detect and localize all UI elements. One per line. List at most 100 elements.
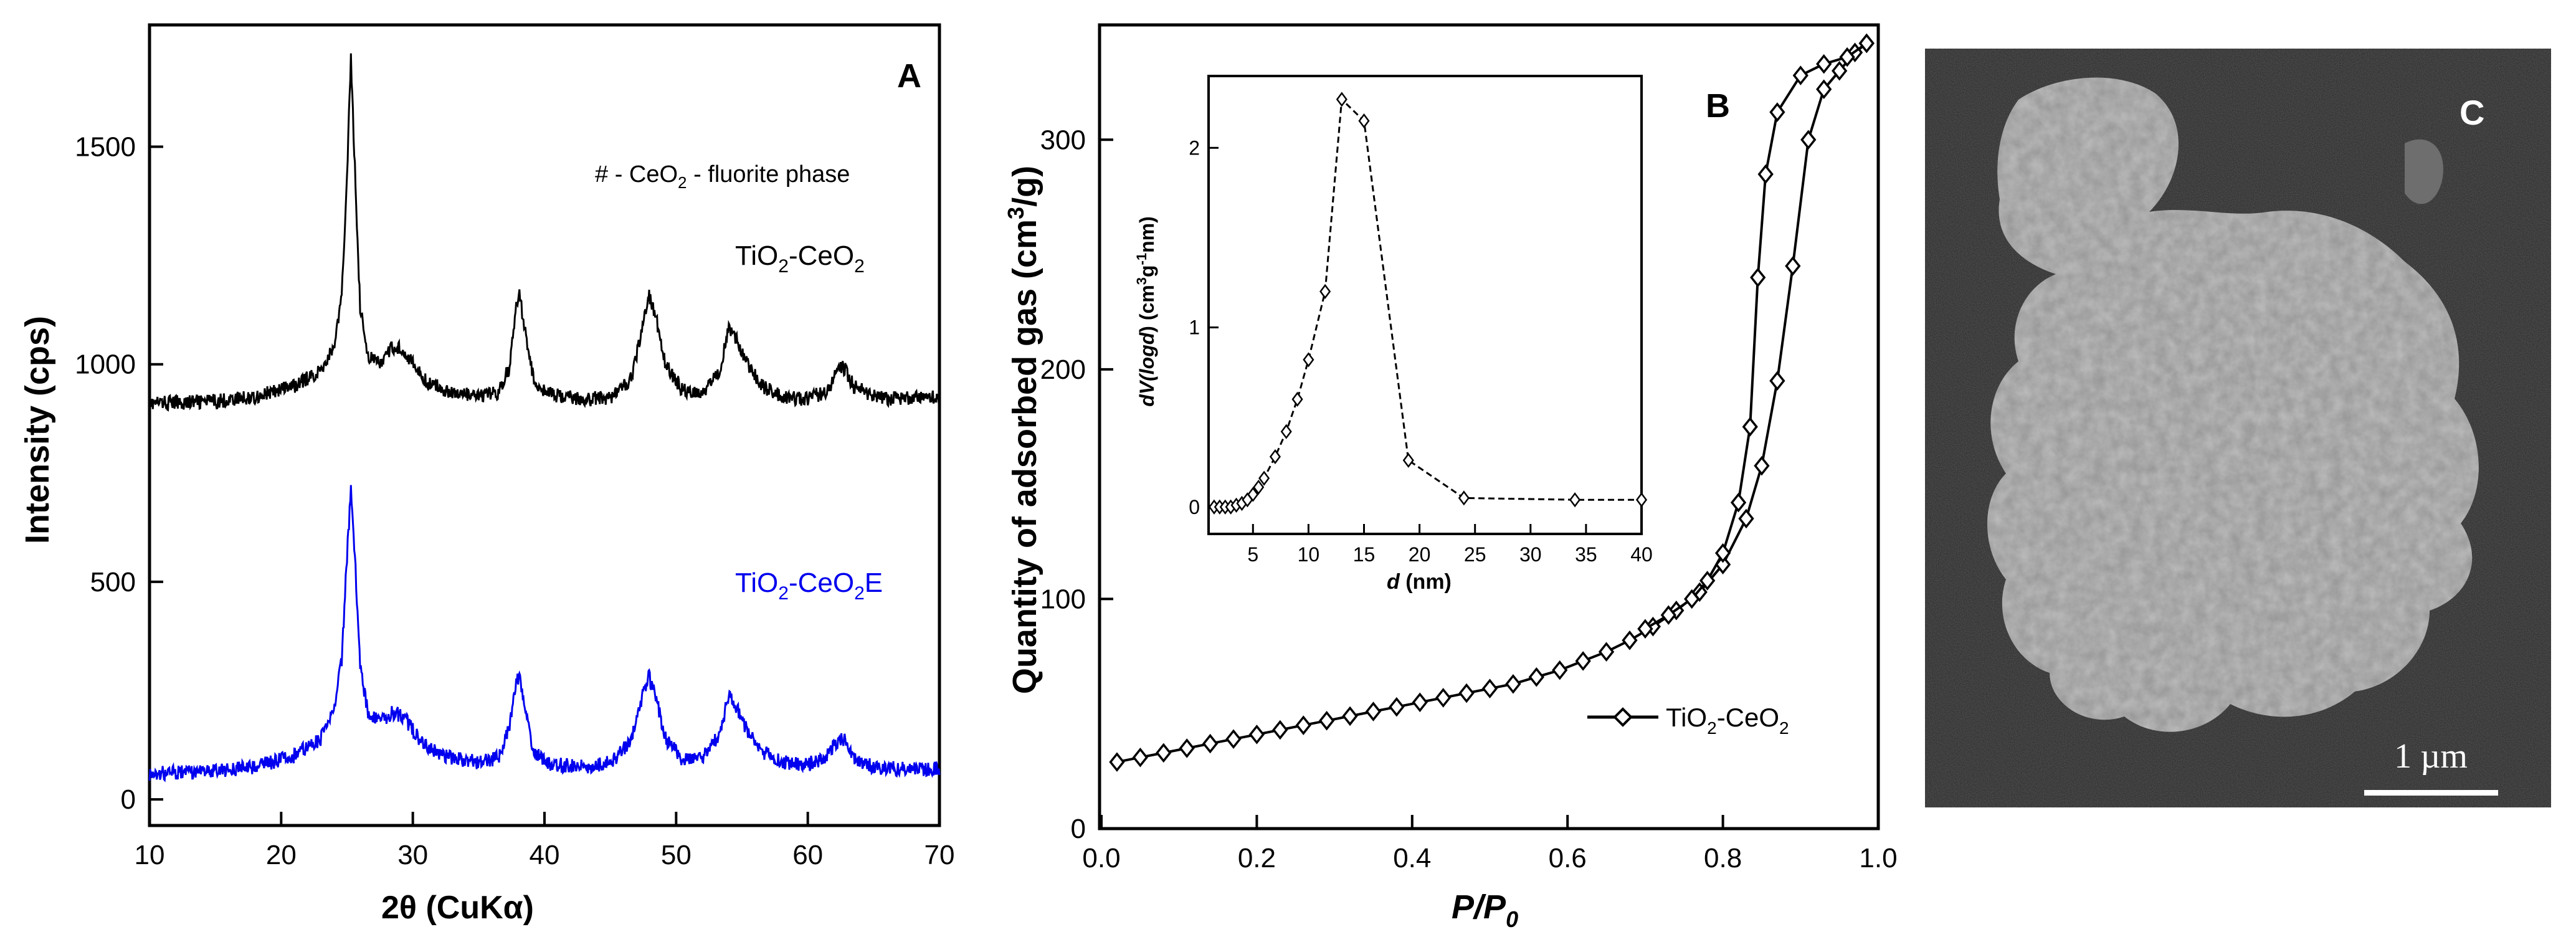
b-point-adsorption [1800,130,1817,150]
inset-x-ticks: 5 10 15 20 25 30 35 40 [1247,524,1653,566]
inset-point [1258,470,1270,486]
b-point-adsorption [1785,256,1801,276]
a-y-tick-label: 1500 [75,132,136,163]
b-x-tick-label: 0.4 [1393,843,1431,873]
b-y-tick-label: 300 [1040,125,1086,155]
inset-x-tick-label: 10 [1298,543,1320,566]
b-point-adsorption [1412,692,1428,713]
inset-x-tick-label: 30 [1519,543,1542,566]
b-point-adsorption [1248,725,1265,745]
a-y-tick-label: 1000 [75,350,136,380]
inset-y-tick-label: 0 [1189,496,1200,518]
inset-point [1336,92,1347,107]
b-point-desorption [1816,54,1832,74]
b-y-tick-label: 100 [1040,584,1086,614]
b-point-desorption [1769,102,1785,122]
inset-x-tick-label: 5 [1247,543,1258,566]
b-point-adsorption [1622,630,1638,650]
b-point-adsorption [1769,371,1785,391]
panel-a: 10 20 30 40 50 60 70 0 500 1000 1500 A # - CeO2 -… [19,23,955,926]
a-series-line-1 [148,485,941,783]
b-point-adsorption [1156,743,1172,763]
series-label-black: TiO2-CeO2 [735,240,865,277]
b-point-adsorption [1225,729,1242,749]
b-point-desorption [1699,571,1716,591]
panel-b-x-ticks: 0.0 0.2 0.4 0.6 0.8 1.0 [1082,815,1898,873]
b-x-tick-label: 0.6 [1549,843,1587,873]
b-point-adsorption [1505,673,1521,694]
b-x-tick-label: 1.0 [1859,843,1897,873]
b-point-desorption [1792,65,1808,85]
panel-a-frame [148,23,941,827]
inset-point [1458,490,1470,506]
series-label-blue: TiO2-CeO2E [735,568,883,604]
a-x-tick-label: 50 [661,840,692,870]
a-x-tick-label: 70 [924,840,955,870]
b-point-adsorption [1816,79,1832,100]
phase-note: # - CeO2 - fluorite phase [595,161,850,192]
inset-point [1402,452,1414,468]
panel-b-series [1109,33,1875,772]
b-point-desorption [1684,589,1700,609]
b-x-tick-label: 0.0 [1082,843,1120,873]
scale-bar-label: 1 µm [2394,737,2468,776]
b-point-adsorption [1598,642,1615,662]
b-point-adsorption [1575,651,1591,671]
a-x-tick-label: 30 [397,840,428,870]
b-point-desorption [1750,267,1766,288]
b-point-adsorption [1342,706,1358,726]
panel-b-frame [1098,23,1880,830]
b-point-desorption [1858,33,1875,54]
panel-c-label: C [2460,93,2484,132]
legend-label: TiO2-CeO2 [1666,703,1789,738]
inset-x-label: d (nm) [1387,570,1452,594]
a-x-tick-label: 10 [135,840,165,870]
b-point-adsorption [1202,733,1219,754]
scale-bar [2364,790,2498,796]
inset-point [1247,487,1259,502]
inset-point [1569,492,1581,508]
b-point-desorption [1839,47,1855,67]
panel-b-y-label: Quantity of adsorbed gas (cm3/g) [1003,166,1043,694]
panel-a-series [148,53,941,783]
panel-a-x-ticks: 10 20 30 40 50 60 70 [135,812,955,870]
inset-frame [1207,75,1643,535]
panel-c-sem-image: 1 µm C [1925,49,2551,807]
b-point-desorption [1714,543,1731,563]
inset-x-tick-label: 35 [1575,543,1597,566]
b-series-line-desorption [1644,42,1868,630]
inset-series [1208,92,1648,515]
b-point-adsorption [1109,752,1125,772]
b-point-adsorption [1435,688,1452,708]
b-point-adsorption [1458,683,1475,703]
b-point-desorption [1730,492,1747,513]
b-point-desorption [1742,417,1758,437]
b-point-adsorption [1481,678,1498,698]
inset-chart: 5 10 15 20 25 30 35 40 0 1 2 d (nm) dV(logd) (cm3… [1134,75,1653,594]
b-point-adsorption [1132,747,1148,768]
panel-a-y-label: Intensity (cps) [19,316,56,544]
inset-point [1358,113,1370,129]
inset-y-label: dV(logd) (cm3g-1nm) [1134,216,1158,407]
b-y-tick-label: 0 [1071,814,1086,844]
b-point-desorption [1757,164,1774,184]
b-point-adsorption [1754,455,1770,476]
panel-a-y-ticks: 0 500 1000 1500 [75,132,163,815]
inset-x-tick-label: 20 [1409,543,1431,566]
panel-b-x-label: P/P0 [1452,888,1518,932]
inset-x-tick-label: 40 [1630,543,1653,566]
b-x-tick-label: 0.8 [1704,843,1742,873]
inset-point [1269,449,1281,465]
inset-point [1303,352,1314,368]
inset-y-tick-label: 2 [1189,136,1200,159]
inset-point [1291,391,1303,407]
b-point-adsorption [1389,697,1405,717]
b-point-adsorption [1318,710,1335,731]
panel-b-y-ticks: 0 100 200 300 [1040,125,1113,844]
b-y-tick-label: 200 [1040,354,1086,385]
b-point-adsorption [1295,715,1311,735]
a-y-tick-label: 500 [90,567,136,597]
sem-particle [1987,77,2479,732]
